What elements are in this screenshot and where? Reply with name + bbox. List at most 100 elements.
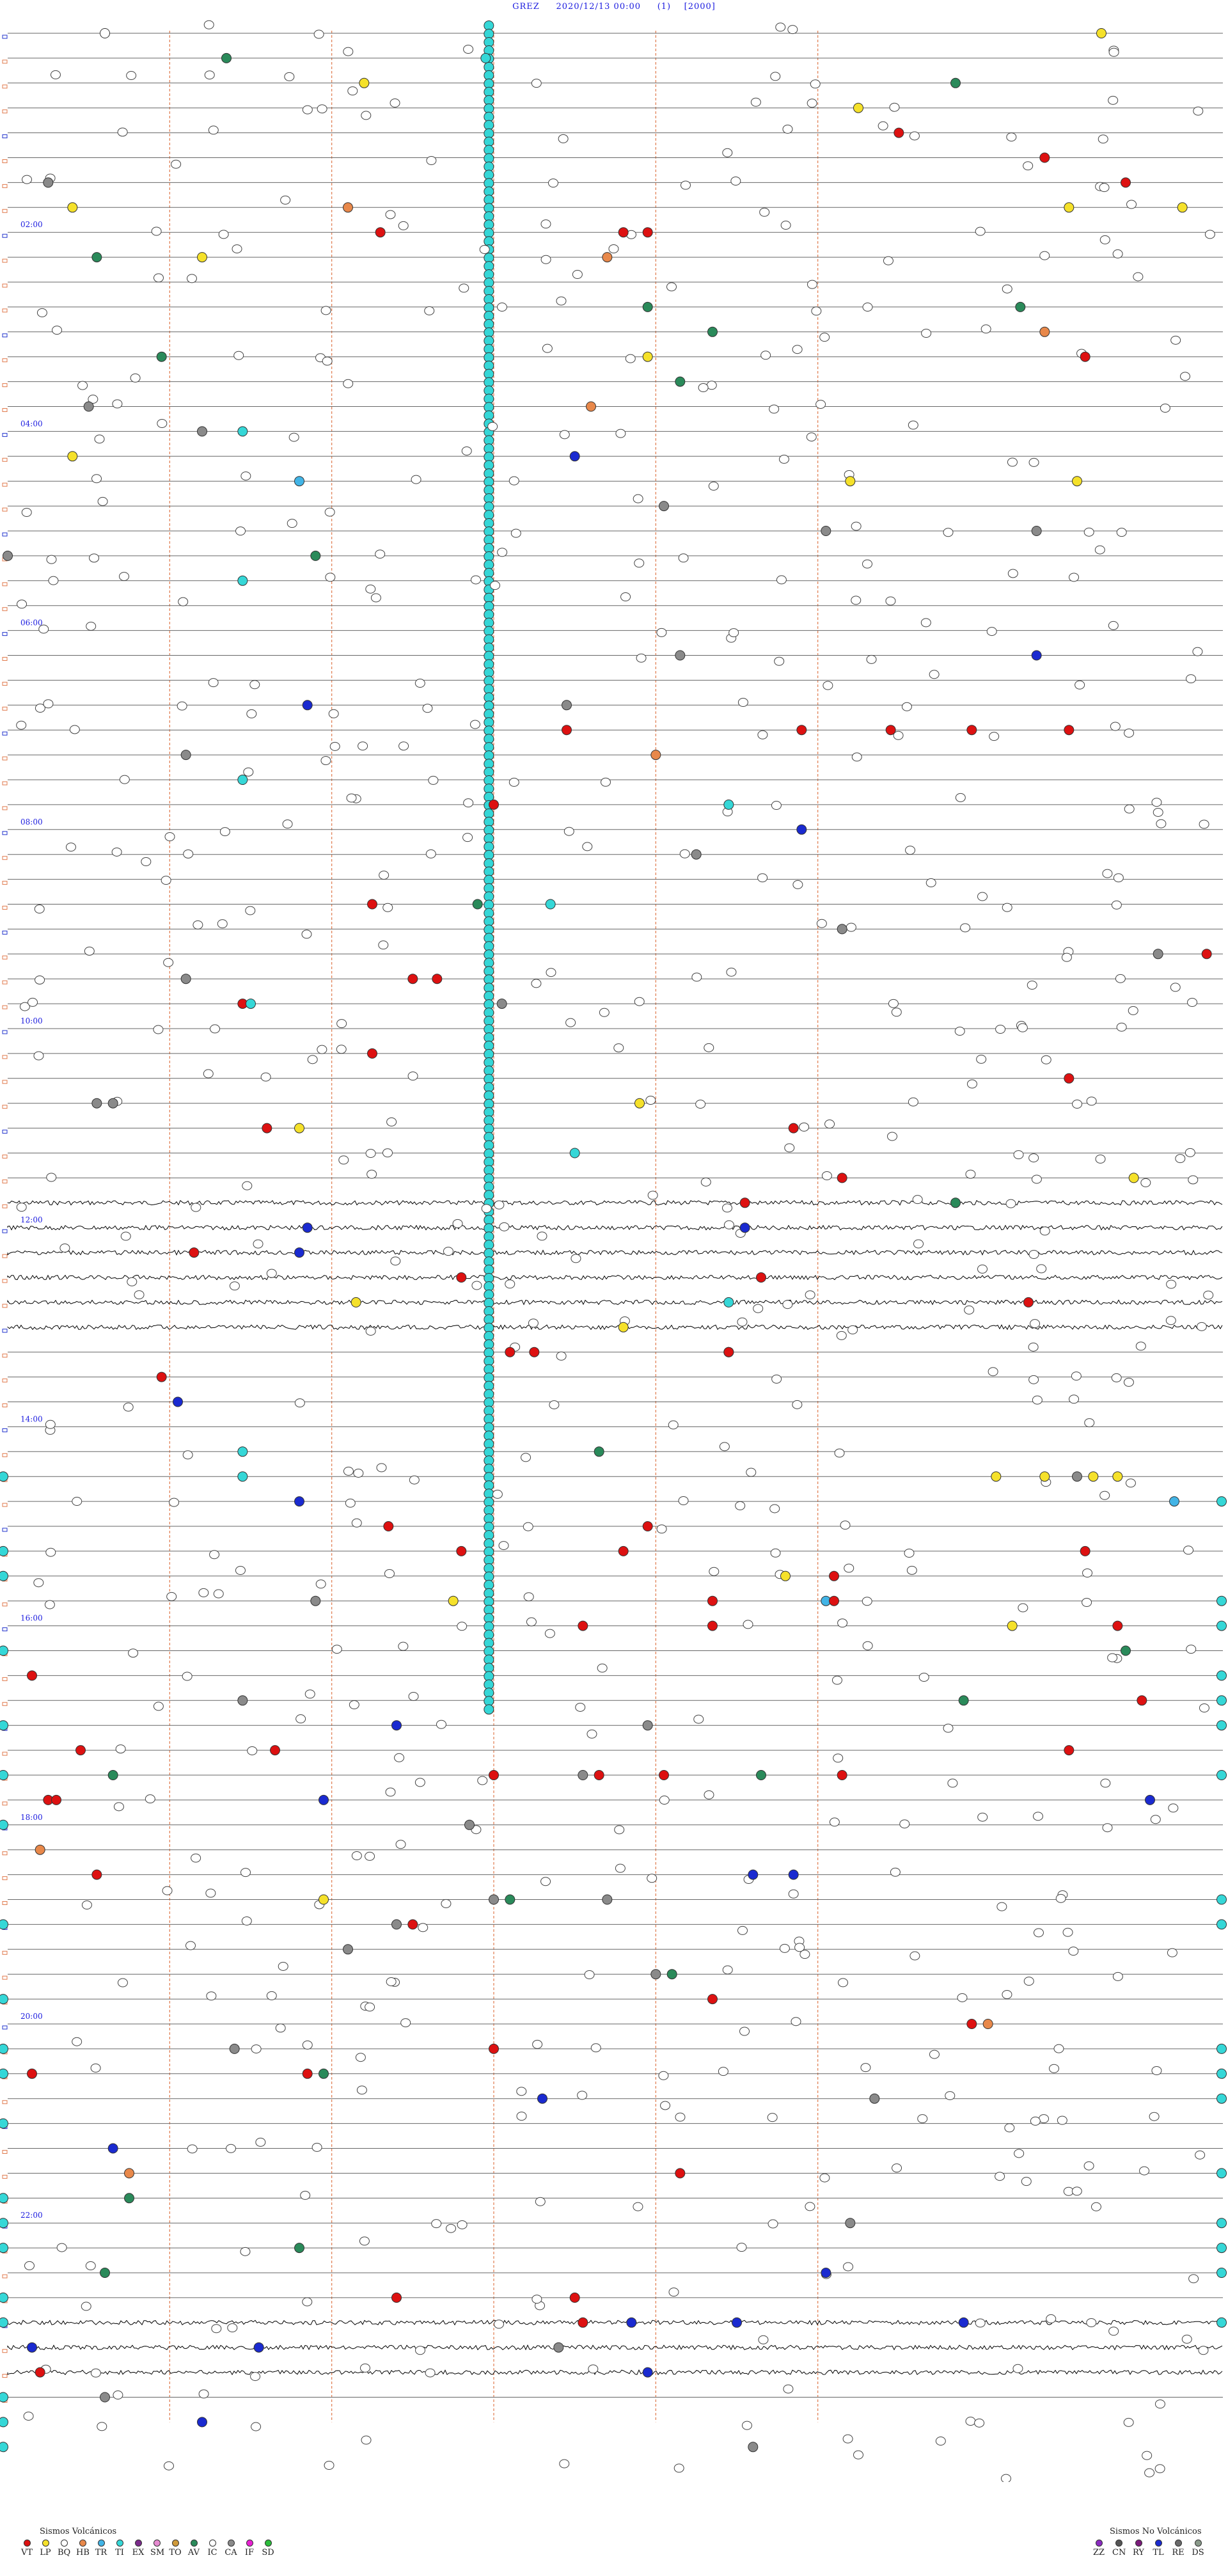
ic-event-dot [117, 127, 128, 137]
ti-event-dot [1216, 1919, 1227, 1930]
ic-event-dot [1028, 1250, 1039, 1260]
row-tick-marker [2, 756, 8, 761]
event-dot-tl [569, 451, 580, 462]
ic-event-dot [1165, 1316, 1176, 1325]
ic-event-dot [34, 905, 45, 914]
event-dot-av [472, 899, 483, 910]
ic-event-dot [81, 2302, 91, 2311]
legend-swatch [79, 2540, 86, 2547]
ic-event-dot [531, 979, 542, 988]
ic-event-dot [955, 793, 966, 802]
ic-event-dot [171, 159, 182, 169]
hour-label: 04:00 [20, 419, 43, 428]
ic-event-dot [819, 2173, 830, 2183]
ic-event-dot [191, 1203, 201, 1212]
ti-event-dot [1216, 2243, 1227, 2254]
ic-event-dot [966, 1079, 977, 1089]
row-tick-marker [2, 1528, 8, 1532]
row-tick-marker [2, 1279, 8, 1283]
ic-event-dot [414, 679, 425, 688]
row-tick-marker [2, 1080, 8, 1084]
ic-event-dot [784, 1143, 795, 1153]
event-dot-vt [837, 1173, 847, 1183]
ic-event-dot [398, 221, 409, 230]
legend-item-ti: TI [113, 2540, 126, 2557]
ic-event-dot [1199, 1703, 1209, 1713]
ic-event-dot [187, 2144, 198, 2154]
event-dot-vt [578, 2317, 588, 2328]
ic-event-dot [153, 1702, 164, 1711]
ic-event-dot [608, 244, 619, 254]
ic-event-dot [1186, 1645, 1197, 1654]
ic-event-dot [771, 801, 782, 810]
event-dot-vt [51, 1794, 61, 1805]
ic-event-dot [1193, 106, 1204, 116]
event-dot-hb [602, 252, 613, 263]
ic-event-dot [317, 1045, 327, 1054]
event-dot-ti [723, 799, 734, 810]
ic-event-dot [418, 1923, 429, 1932]
hour-label: 14:00 [20, 1414, 43, 1423]
ti-event-dot [0, 2068, 8, 2079]
ic-event-dot [457, 1622, 468, 1631]
ic-event-dot [523, 1592, 534, 1602]
ic-event-dot [821, 1171, 832, 1181]
legend-item-sd: SD [262, 2540, 274, 2557]
event-dot-hb [35, 1844, 45, 1855]
ic-event-dot [847, 1325, 858, 1334]
event-dot-vt [262, 1123, 272, 1134]
legend-swatch [264, 2540, 272, 2547]
ic-event-dot [1198, 2346, 1209, 2355]
ic-event-dot [976, 1054, 987, 1064]
hour-label: 20:00 [20, 2012, 43, 2021]
ic-event-dot [46, 1173, 57, 1182]
ic-event-dot [1181, 2334, 1192, 2344]
event-dot-vt [367, 899, 377, 910]
ic-event-dot [191, 1853, 201, 1863]
seismic-trace-noisy [7, 2319, 1223, 2326]
ic-event-dot [771, 1374, 782, 1384]
ic-event-dot [407, 1071, 418, 1081]
ic-event-dot [1094, 545, 1105, 555]
event-dot-vt [1064, 1073, 1074, 1084]
row-tick-marker [2, 258, 8, 263]
event-dot-ca [310, 1595, 321, 1606]
event-dot-vt [756, 1272, 766, 1283]
event-dot-vt [618, 227, 629, 238]
event-dot-ti [237, 426, 248, 437]
ic-event-dot [1133, 272, 1144, 281]
row-tick-marker [2, 781, 8, 786]
ic-event-dot [1017, 1023, 1028, 1032]
event-dot-lp [197, 252, 207, 263]
ic-event-dot [757, 730, 768, 739]
ic-event-dot [1167, 1948, 1177, 1957]
legend-swatch [246, 2540, 253, 2547]
ic-event-dot [424, 306, 435, 315]
ic-event-dot [540, 1877, 551, 1886]
ic-event-dot [226, 2144, 237, 2153]
ic-event-dot [834, 1448, 845, 1458]
ic-event-dot [1061, 952, 1072, 962]
ic-event-dot [497, 548, 508, 557]
ic-event-dot [153, 1025, 164, 1034]
station-label: GREZ [512, 2, 540, 12]
legend-code: IC [207, 2548, 217, 2557]
seismic-trace-noisy [7, 1324, 1223, 1331]
legend-item-sm: SM [150, 2540, 164, 2557]
row-tick-marker [2, 681, 8, 686]
ic-event-dot [311, 2142, 322, 2152]
legend-swatch [60, 2540, 68, 2547]
ic-event-dot [929, 2050, 940, 2059]
legend-item-vt: VT [20, 2540, 33, 2557]
legend-code: DS [1192, 2548, 1204, 2557]
ic-event-dot [831, 1675, 842, 1685]
ic-event-dot [565, 1018, 576, 1027]
ic-event-dot [1160, 404, 1170, 413]
legend-item-bq: BQ [58, 2540, 70, 2557]
ti-event-dot [1216, 2043, 1227, 2054]
row-tick-marker [2, 632, 8, 636]
hour-label: 02:00 [20, 220, 43, 229]
event-dot-ca [553, 2342, 564, 2353]
ic-event-dot [351, 1851, 362, 1861]
ti-event-dot [1216, 1595, 1227, 1606]
